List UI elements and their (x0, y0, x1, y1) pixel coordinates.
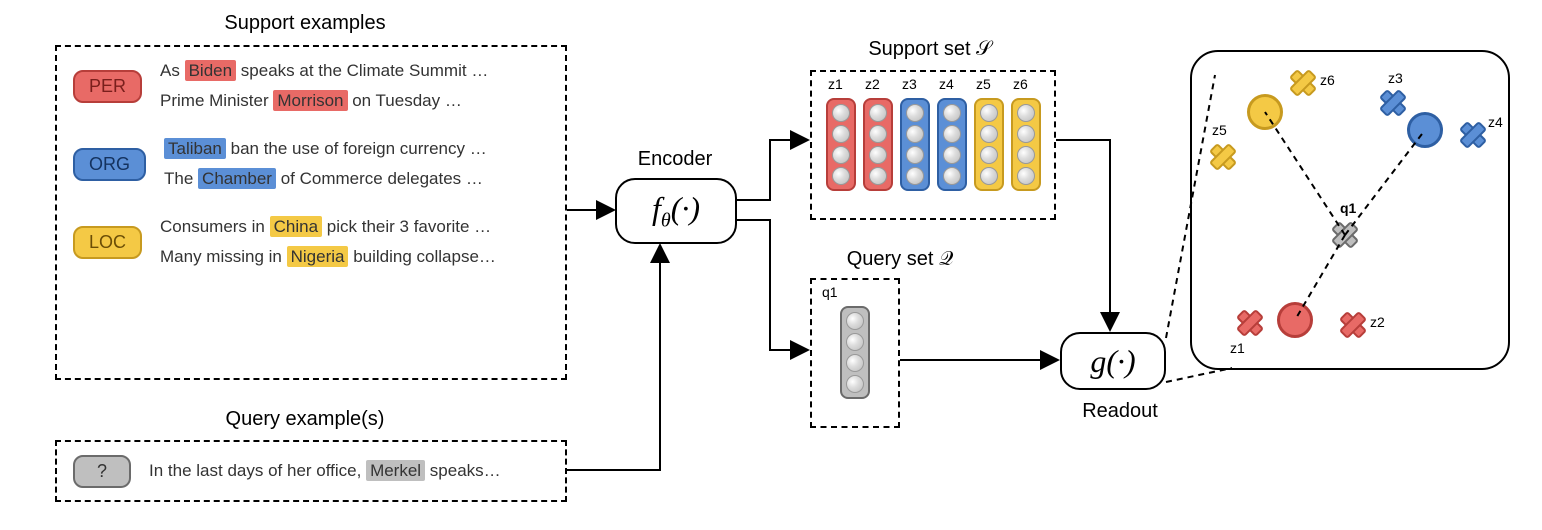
encoder-box: fθ(·) (615, 178, 737, 244)
query-sentence-1: In the last days of her office, Merkel s… (149, 461, 501, 481)
org-sentence-1: Taliban ban the use of foreign currency … (164, 139, 487, 159)
loc-sentence-1: Consumers in China pick their 3 favorite… (160, 217, 496, 237)
z4-label: z4 (939, 76, 954, 92)
space-lines (1192, 52, 1512, 372)
z3-label: z3 (902, 76, 917, 92)
query-examples-box: ? In the last days of her office, Merkel… (55, 440, 567, 502)
z3-vector (900, 98, 930, 191)
loc-sentence-2: Many missing in Nigeria building collaps… (160, 247, 496, 267)
readout-symbol: g(·) (1090, 343, 1135, 380)
readout-box: g(·) (1060, 332, 1166, 390)
q1-vector (840, 306, 870, 399)
support-set-box (810, 70, 1056, 220)
encoder-symbol: fθ(·) (652, 190, 700, 232)
query-set-title: Query set 𝒬 (810, 248, 990, 271)
z4-vector (937, 98, 967, 191)
z2-vector (863, 98, 893, 191)
org-sentence-2: The Chamber of Commerce delegates … (164, 169, 487, 189)
query-examples-title: Query example(s) (175, 408, 435, 431)
z2-label: z2 (865, 76, 880, 92)
support-examples-title: Support examples (175, 12, 435, 35)
support-set-title: Support set 𝒮 (820, 38, 1040, 61)
encoder-title: Encoder (615, 148, 735, 171)
per-sentence-1: As Biden speaks at the Climate Summit … (160, 61, 488, 81)
z1-vector (826, 98, 856, 191)
z6-vector (1011, 98, 1041, 191)
query-tag: ? (73, 455, 131, 488)
query-set-box (810, 278, 900, 428)
readout-title: Readout (1060, 400, 1180, 423)
per-tag: PER (73, 70, 142, 103)
loc-tag: LOC (73, 226, 142, 259)
z5-label: z5 (976, 76, 991, 92)
org-tag: ORG (73, 148, 146, 181)
per-sentence-2: Prime Minister Morrison on Tuesday … (160, 91, 488, 111)
embedding-space: .cy::before,.cy::after{background:#f4c94… (1190, 50, 1510, 370)
z1-label: z1 (828, 76, 843, 92)
support-examples-box: PER As Biden speaks at the Climate Summi… (55, 45, 567, 380)
z5-vector (974, 98, 1004, 191)
z6-label: z6 (1013, 76, 1028, 92)
q1-vec-label: q1 (822, 284, 838, 300)
